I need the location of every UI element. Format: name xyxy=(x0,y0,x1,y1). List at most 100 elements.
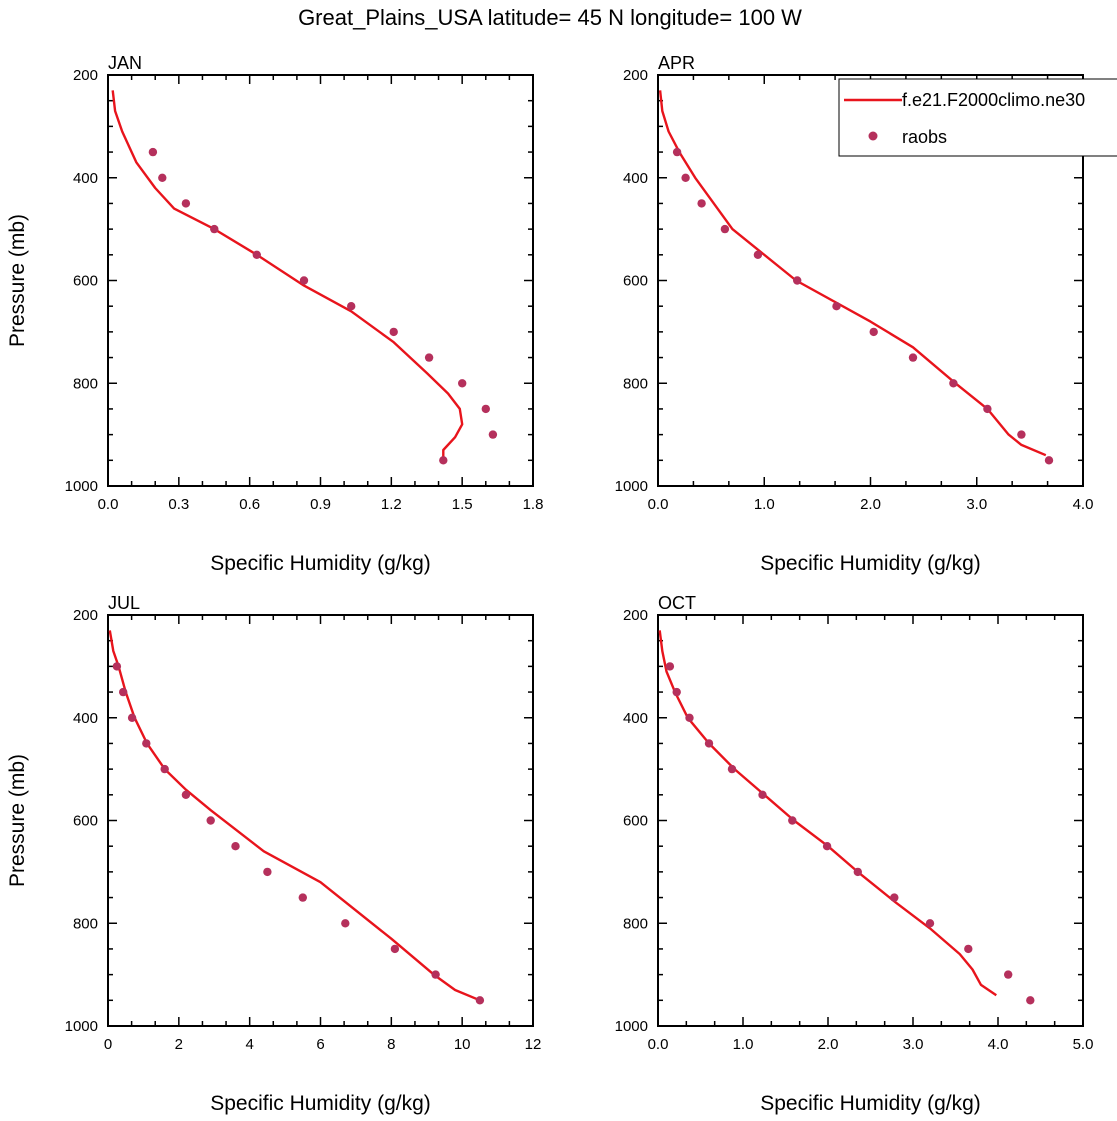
obs-point-jan xyxy=(439,456,448,465)
obs-point-jul xyxy=(142,739,151,748)
panel-jul: JUL 0 2 4 6 8 10 12 200 400 600 800 1000 Specific Hum… xyxy=(6,593,541,1115)
obs-point-jan xyxy=(347,302,356,311)
y-tick-label: 200 xyxy=(623,67,648,84)
y-tick-label: 200 xyxy=(623,607,648,624)
obs-point-apr xyxy=(832,302,841,311)
obs-point-jul xyxy=(181,790,191,799)
x-axis-label-jan: Specific Humidity (g/kg) xyxy=(210,552,431,575)
legend: f.e21.F2000climo.ne30 raobs xyxy=(838,78,1117,157)
x-tick-label: 0 xyxy=(104,1036,112,1053)
x-tick-label: 2 xyxy=(175,1036,183,1053)
x-tick-label: 0.9 xyxy=(310,496,331,513)
x-axis-label-apr: Specific Humidity (g/kg) xyxy=(760,552,981,575)
obs-point-jan xyxy=(481,404,490,414)
legend-obs-marker xyxy=(868,131,878,141)
obs-point-apr xyxy=(908,353,918,362)
y-tick-label: 1000 xyxy=(615,1018,648,1035)
x-axis-label-oct: Specific Humidity (g/kg) xyxy=(760,1092,981,1115)
y-tick-label: 600 xyxy=(623,273,648,290)
x-tick-label: 3.0 xyxy=(966,496,987,513)
y-tick-label: 1000 xyxy=(65,1018,98,1035)
obs-point-jul xyxy=(119,687,128,697)
x-tick-label: 0.0 xyxy=(98,496,119,513)
x-tick-label: 1.2 xyxy=(381,496,402,513)
obs-point-jul xyxy=(112,662,122,671)
model-line-apr xyxy=(658,90,1047,457)
x-tick-label: 0.6 xyxy=(239,496,260,513)
obs-point-jul xyxy=(160,764,169,774)
obs-point-jan xyxy=(389,327,398,337)
y-tick-label: 800 xyxy=(73,915,98,932)
obs-point-apr xyxy=(983,404,992,414)
obs-point-jan xyxy=(488,430,498,439)
y-tick-label: 1000 xyxy=(615,478,648,495)
obs-point-jan xyxy=(299,276,309,285)
plot-frame-jul xyxy=(107,614,534,1027)
panel-oct: OCT 0.0 1.0 2.0 3.0 4.0 5.0 200 400 600 800 1000 Spe… xyxy=(615,593,1094,1115)
y-tick-label: 800 xyxy=(623,375,648,392)
obs-point-oct xyxy=(672,687,681,697)
panel-label-oct: OCT xyxy=(658,593,696,613)
y-axis-label-jan: Pressure (mb) xyxy=(6,214,29,347)
obs-point-jul xyxy=(341,919,350,928)
obs-point-apr xyxy=(949,379,958,388)
plot-frame-oct xyxy=(657,614,1084,1027)
obs-point-oct xyxy=(964,944,973,954)
y-tick-label: 200 xyxy=(73,67,98,84)
panel-jan: JAN 0.0 0.3 0.6 0.9 1.2 1.5 1.8 200 400 600 800 1000… xyxy=(6,53,543,575)
x-tick-label: 8 xyxy=(387,1036,395,1053)
y-tick-label: 600 xyxy=(73,813,98,830)
x-tick-label: 0.0 xyxy=(648,496,669,513)
x-tick-label: 1.8 xyxy=(523,496,544,513)
obs-point-jan xyxy=(424,353,434,362)
obs-point-apr xyxy=(793,276,802,285)
legend-model-label: f.e21.F2000climo.ne30 xyxy=(902,90,1085,110)
y-tick-label: 200 xyxy=(73,607,98,624)
panel-label-jul: JUL xyxy=(108,593,140,613)
obs-point-oct xyxy=(788,816,797,825)
obs-point-jan xyxy=(458,379,467,388)
plot-frame-jan xyxy=(107,74,534,487)
obs-point-jul xyxy=(475,996,485,1005)
obs-point-oct xyxy=(685,713,694,722)
obs-point-oct xyxy=(890,893,899,902)
chart-title: Great_Plains_USA latitude= 45 N longitud… xyxy=(298,5,802,30)
obs-point-jan xyxy=(148,147,158,157)
obs-point-jul xyxy=(431,970,440,979)
x-tick-label: 2.0 xyxy=(860,496,881,513)
x-tick-label: 10 xyxy=(454,1036,471,1053)
model-line-jan xyxy=(111,90,464,461)
x-tick-label: 4.0 xyxy=(988,1036,1009,1053)
obs-point-jan xyxy=(181,199,191,208)
obs-point-apr xyxy=(681,173,690,182)
x-tick-label: 3.0 xyxy=(903,1036,924,1053)
obs-point-apr xyxy=(869,327,878,337)
panel-apr: APR 0.0 1.0 2.0 3.0 4.0 200 400 600 800 1000 Specif… xyxy=(615,53,1094,575)
obs-point-apr xyxy=(1017,430,1026,439)
obs-point-jan xyxy=(252,250,261,259)
x-tick-label: 1.0 xyxy=(754,496,775,513)
model-line-oct xyxy=(658,630,997,997)
x-axis-label-jul: Specific Humidity (g/kg) xyxy=(210,1092,431,1115)
obs-point-jan xyxy=(210,224,219,234)
panel-label-apr: APR xyxy=(658,53,695,73)
y-tick-label: 400 xyxy=(623,710,648,727)
y-tick-label: 600 xyxy=(73,273,98,290)
y-tick-label: 1000 xyxy=(65,478,98,495)
obs-point-apr xyxy=(720,224,730,234)
x-tick-label: 4 xyxy=(245,1036,253,1053)
y-tick-label: 400 xyxy=(73,170,98,187)
model-line-jul xyxy=(108,630,481,1002)
obs-point-oct xyxy=(727,764,737,774)
y-tick-label: 400 xyxy=(73,710,98,727)
obs-point-oct xyxy=(665,662,675,671)
panel-label-jan: JAN xyxy=(108,53,142,73)
obs-point-apr xyxy=(1044,456,1054,465)
x-tick-label: 6 xyxy=(316,1036,324,1053)
obs-point-oct xyxy=(822,842,832,851)
obs-point-oct xyxy=(853,867,862,877)
x-tick-label: 0.0 xyxy=(648,1036,669,1053)
obs-point-jul xyxy=(127,713,137,722)
